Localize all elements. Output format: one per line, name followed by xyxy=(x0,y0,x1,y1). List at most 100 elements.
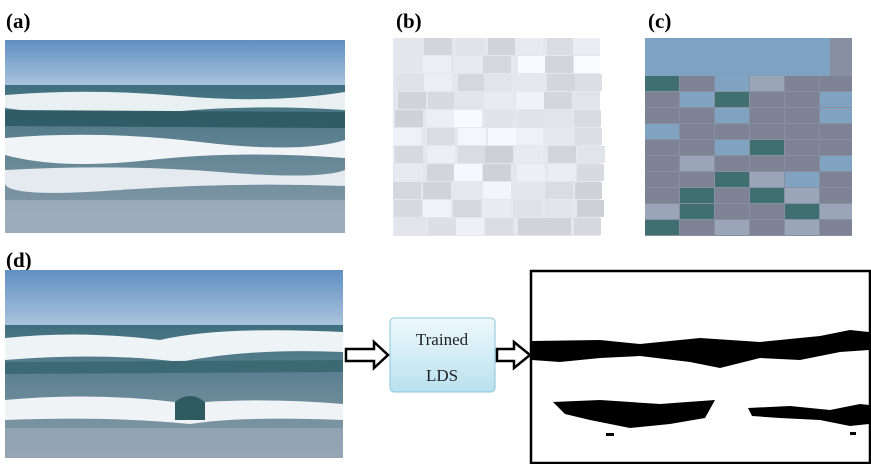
texture-tile xyxy=(544,92,572,109)
texture-tile xyxy=(573,92,600,109)
texture-tile xyxy=(427,128,455,145)
texture-tile xyxy=(427,164,455,181)
texture-tile xyxy=(645,204,679,219)
texture-tile xyxy=(820,204,852,219)
texture-tile xyxy=(397,218,425,235)
texture-tile xyxy=(574,56,601,73)
texture-tile xyxy=(545,200,573,217)
texture-tile xyxy=(645,92,679,107)
texture-tile xyxy=(513,200,541,217)
texture-tile xyxy=(394,56,422,73)
segmentation-result xyxy=(531,271,870,463)
arrow xyxy=(346,342,388,368)
texture-tile xyxy=(543,128,571,145)
texture-tile xyxy=(785,92,819,107)
texture-tile xyxy=(485,218,513,235)
box-text: LDS xyxy=(426,366,458,385)
texture-tile xyxy=(680,76,714,91)
texture-tile xyxy=(516,128,544,145)
ocean-image-d xyxy=(5,270,343,458)
sky xyxy=(5,40,345,85)
texture-tile xyxy=(645,188,679,203)
texture-tile xyxy=(645,76,679,91)
sky-patch xyxy=(645,38,830,76)
texture-tile xyxy=(680,188,714,203)
texture-tile xyxy=(680,204,714,219)
panel-label: (c) xyxy=(648,9,671,33)
texture-tile xyxy=(545,56,573,73)
texture-tile xyxy=(426,110,454,127)
texture-tile xyxy=(454,110,482,127)
texture-tile xyxy=(573,38,600,55)
wave xyxy=(175,396,205,420)
texture-tile xyxy=(424,74,452,91)
texture-tile xyxy=(393,128,421,145)
panel-label: (b) xyxy=(396,9,422,33)
texture-tile xyxy=(453,200,481,217)
texture-tile xyxy=(575,182,602,199)
texture-tile xyxy=(483,182,511,199)
texture-tile xyxy=(820,92,852,107)
shore xyxy=(5,200,345,233)
texture-tile xyxy=(750,220,784,235)
texture-tile xyxy=(785,204,819,219)
texture-tile xyxy=(785,124,819,139)
texture-tile xyxy=(518,218,546,235)
texture-tile xyxy=(715,140,749,155)
texture-tile xyxy=(680,172,714,187)
texture-tile xyxy=(458,146,486,163)
texture-tile xyxy=(398,92,426,109)
texture-tile xyxy=(395,110,423,127)
texture-tile xyxy=(454,92,482,109)
texture-tile xyxy=(396,38,424,55)
texture-tile xyxy=(517,164,545,181)
texture-tile xyxy=(543,218,571,235)
texture-tile xyxy=(574,110,601,127)
texture-tile xyxy=(645,140,679,155)
texture-tile xyxy=(515,38,543,55)
texture-tile xyxy=(820,188,852,203)
texture-tile xyxy=(577,164,604,181)
result-frame xyxy=(531,271,870,463)
texture-tile xyxy=(820,108,852,123)
texture-tile xyxy=(785,172,819,187)
sky xyxy=(5,270,343,325)
texture-tile xyxy=(750,204,784,219)
texture-tile xyxy=(457,182,485,199)
texture-tile xyxy=(488,128,516,145)
texture-tile xyxy=(645,172,679,187)
texture-tile xyxy=(820,220,852,235)
texture-tile xyxy=(393,182,421,199)
texture-tile xyxy=(513,182,541,199)
texture-tile xyxy=(484,74,512,91)
texture-tile xyxy=(456,218,484,235)
texture-tile xyxy=(458,74,486,91)
texture-tile xyxy=(715,92,749,107)
texture-tile xyxy=(750,140,784,155)
texture-tile xyxy=(427,146,455,163)
texture-tile xyxy=(715,108,749,123)
texture-tile xyxy=(488,38,516,55)
texture-tile xyxy=(548,164,576,181)
texture-tile xyxy=(424,38,452,55)
segment xyxy=(606,433,614,436)
segment xyxy=(850,432,856,435)
texture-tile xyxy=(518,110,546,127)
texture-tile xyxy=(575,74,602,91)
arrow xyxy=(497,342,530,368)
texture-tile xyxy=(750,188,784,203)
texture-tile xyxy=(820,124,852,139)
texture-tile xyxy=(680,140,714,155)
texture-tile xyxy=(455,56,483,73)
texture-tile xyxy=(750,172,784,187)
texture-tile xyxy=(483,200,511,217)
texture-tile xyxy=(485,110,513,127)
texture-tile xyxy=(514,74,542,91)
wave xyxy=(5,360,343,374)
texture-tile xyxy=(785,76,819,91)
texture-tile xyxy=(785,108,819,123)
texture-tile xyxy=(518,56,546,73)
texture-tile xyxy=(680,124,714,139)
texture-tile xyxy=(820,76,852,91)
texture-tile xyxy=(750,76,784,91)
